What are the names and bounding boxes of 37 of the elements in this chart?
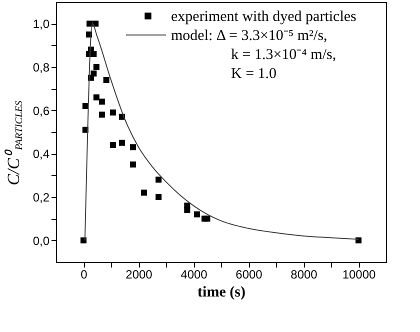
point [93,94,100,100]
point [119,140,125,146]
point [93,64,100,70]
x-axis-title: time (s) [198,284,246,300]
point [356,237,362,244]
point [184,207,190,213]
y-tick-label: 0,2 [32,190,50,204]
point [80,237,86,244]
y-tick-label: 0,4 [32,147,50,162]
y-tick-label: 0,6 [32,104,50,118]
point [98,98,105,105]
point [103,77,110,83]
point [156,176,162,183]
x-tick-label: 2000 [126,268,153,282]
point [92,20,99,27]
point [86,20,93,27]
point [194,211,200,218]
point [141,190,147,196]
point [156,194,162,200]
x-tick-label: 8000 [290,268,318,282]
point [110,142,116,148]
y-tick-label: 1,0 [32,17,50,32]
legend-label: model: Δ = 3.3×10⁻⁵ m²/s, k = 1.3×10⁻⁴ m/s, K = 1.0 [171,28,336,82]
y-tick-label: 0,0 [32,234,50,248]
point [130,144,136,150]
x-tick-label: 0 [80,268,88,282]
legend-label: experiment with dyed particles [171,9,357,25]
x-tick-label: 4000 [180,268,208,282]
y-tick-label: 0,8 [32,60,50,74]
point [98,112,105,118]
point [110,110,116,116]
y-axis-title: C/C⁰PARTICLES [4,100,25,186]
x-tick-label: 10000 [342,268,376,282]
point [130,162,136,168]
x-tick-label: 6000 [236,268,263,282]
point [82,103,88,109]
point [204,216,210,222]
